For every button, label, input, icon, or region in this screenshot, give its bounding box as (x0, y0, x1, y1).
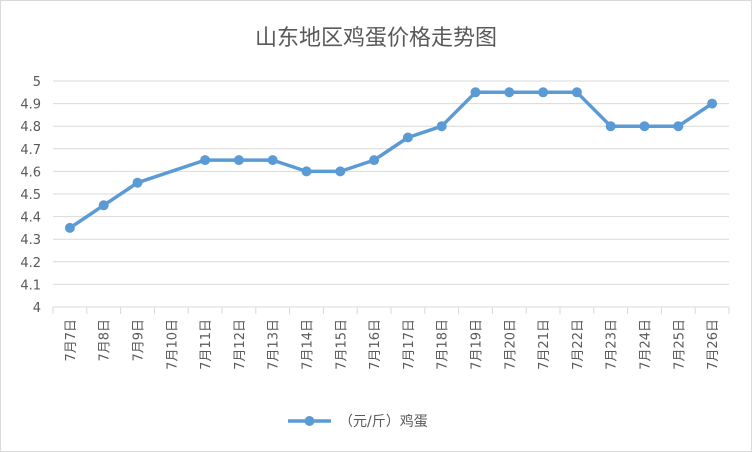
x-tick-label: 7月10日 (165, 319, 180, 370)
data-point (504, 87, 515, 98)
x-tick-label: 7月26日 (706, 319, 721, 370)
x-tick-label: 7月16日 (368, 319, 383, 370)
x-tick-label: 7月23日 (605, 319, 620, 370)
data-point (402, 132, 413, 143)
x-tick-label: 7月12日 (233, 319, 248, 370)
x-tick-label: 7月20日 (503, 319, 518, 370)
y-tick-label: 4.7 (20, 143, 41, 158)
data-point (470, 87, 481, 98)
data-point (132, 177, 143, 188)
y-tick-label: 4 (33, 301, 41, 316)
data-point (98, 200, 109, 211)
series-line (68, 90, 714, 230)
x-tick-label: 7月22日 (571, 319, 586, 370)
y-tick-label: 4.4 (20, 211, 41, 226)
x-tick-label: 7月7日 (64, 319, 79, 362)
data-point (436, 121, 447, 132)
y-tick-label: 4.8 (20, 120, 41, 135)
x-tick-label: 7月11日 (199, 319, 214, 370)
y-tick-label: 4.5 (20, 188, 41, 203)
y-axis-ticks: 4 4.1 4.2 4.3 4.4 4.5 4.6 4.7 4.8 4.9 5 (20, 75, 41, 316)
grid-layer (52, 80, 730, 314)
x-tick-label: 7月14日 (301, 319, 316, 370)
x-tick-label: 7月18日 (436, 319, 451, 370)
y-tick-label: 4.2 (20, 256, 41, 271)
data-point (233, 155, 244, 166)
data-point (267, 155, 278, 166)
data-point (639, 121, 650, 132)
legend-label: （元/斤）鸡蛋 (339, 413, 428, 430)
series-layer (64, 87, 718, 233)
data-point (538, 87, 549, 98)
x-axis-ticks: 7月7日 7月8日 7月9日 7月10日 7月11日 7月12日 7月13日 7月14日 7月1… (64, 319, 721, 370)
data-point (707, 98, 718, 109)
data-point (335, 166, 346, 177)
x-tick-label: 7月17日 (402, 319, 417, 370)
x-tick-label: 7月8日 (98, 319, 113, 362)
chart-title: 山东地区鸡蛋价格走势图 (255, 26, 497, 51)
data-point (605, 121, 616, 132)
y-tick-label: 5 (33, 75, 41, 90)
data-point (200, 155, 211, 166)
legend-marker-icon (304, 416, 315, 426)
x-tick-label: 7月24日 (639, 319, 654, 370)
data-point (369, 155, 380, 166)
legend: （元/斤）鸡蛋 (288, 413, 428, 430)
y-tick-label: 4.6 (20, 165, 41, 180)
x-tick-label: 7月13日 (267, 319, 282, 370)
x-tick-label: 7月21日 (537, 319, 552, 370)
data-point (673, 121, 684, 132)
x-tick-label: 7月9日 (132, 319, 147, 362)
x-tick-label: 7月19日 (470, 319, 485, 370)
data-point (571, 87, 582, 98)
data-point (301, 166, 312, 177)
y-tick-label: 4.3 (20, 233, 41, 248)
data-point (64, 222, 75, 233)
y-tick-label: 4.1 (20, 278, 41, 293)
y-tick-label: 4.9 (20, 98, 41, 113)
x-tick-label: 7月25日 (672, 319, 687, 370)
x-tick-label: 7月15日 (334, 319, 349, 370)
